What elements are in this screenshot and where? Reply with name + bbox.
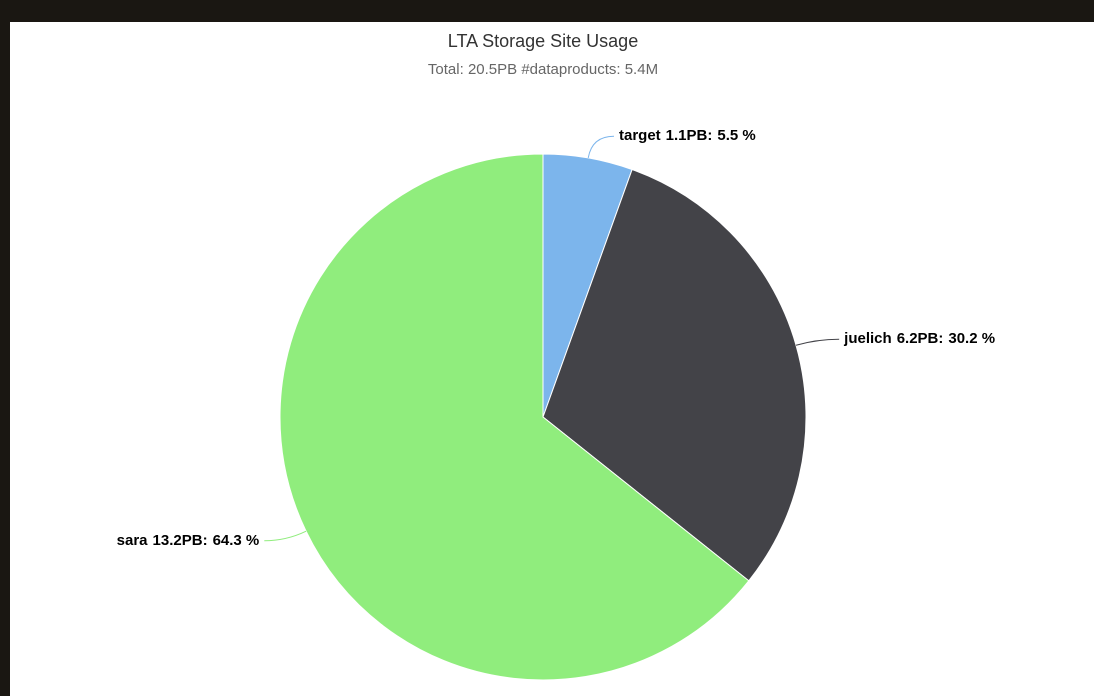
category-label: juelich bbox=[843, 330, 892, 347]
data-label: target 1.1PB: 5.5 % bbox=[619, 127, 756, 144]
chart-subtitle: Total: 20.5PB #dataproducts: 5.4M bbox=[428, 61, 658, 78]
data-label: sara 13.2PB: 64.3 % bbox=[117, 532, 260, 549]
size-label: 13.2PB: bbox=[153, 532, 208, 549]
size-label: 1.1PB: bbox=[666, 127, 713, 144]
connector bbox=[795, 338, 840, 346]
category-label: target bbox=[619, 127, 661, 144]
value-label: 5.5 % bbox=[717, 127, 755, 144]
pie-slice bbox=[279, 153, 750, 681]
size-label: 6.2PB: bbox=[897, 330, 944, 347]
connector bbox=[587, 135, 615, 159]
value-label: 64.3 % bbox=[213, 532, 260, 549]
pie-slice bbox=[542, 168, 807, 582]
value-label: 30.2 % bbox=[948, 330, 995, 347]
data-label: juelich 6.2PB: 30.2 % bbox=[843, 330, 995, 347]
chart-title: LTA Storage Site Usage bbox=[448, 31, 638, 51]
connector bbox=[264, 530, 307, 542]
category-label: sara bbox=[117, 532, 149, 549]
